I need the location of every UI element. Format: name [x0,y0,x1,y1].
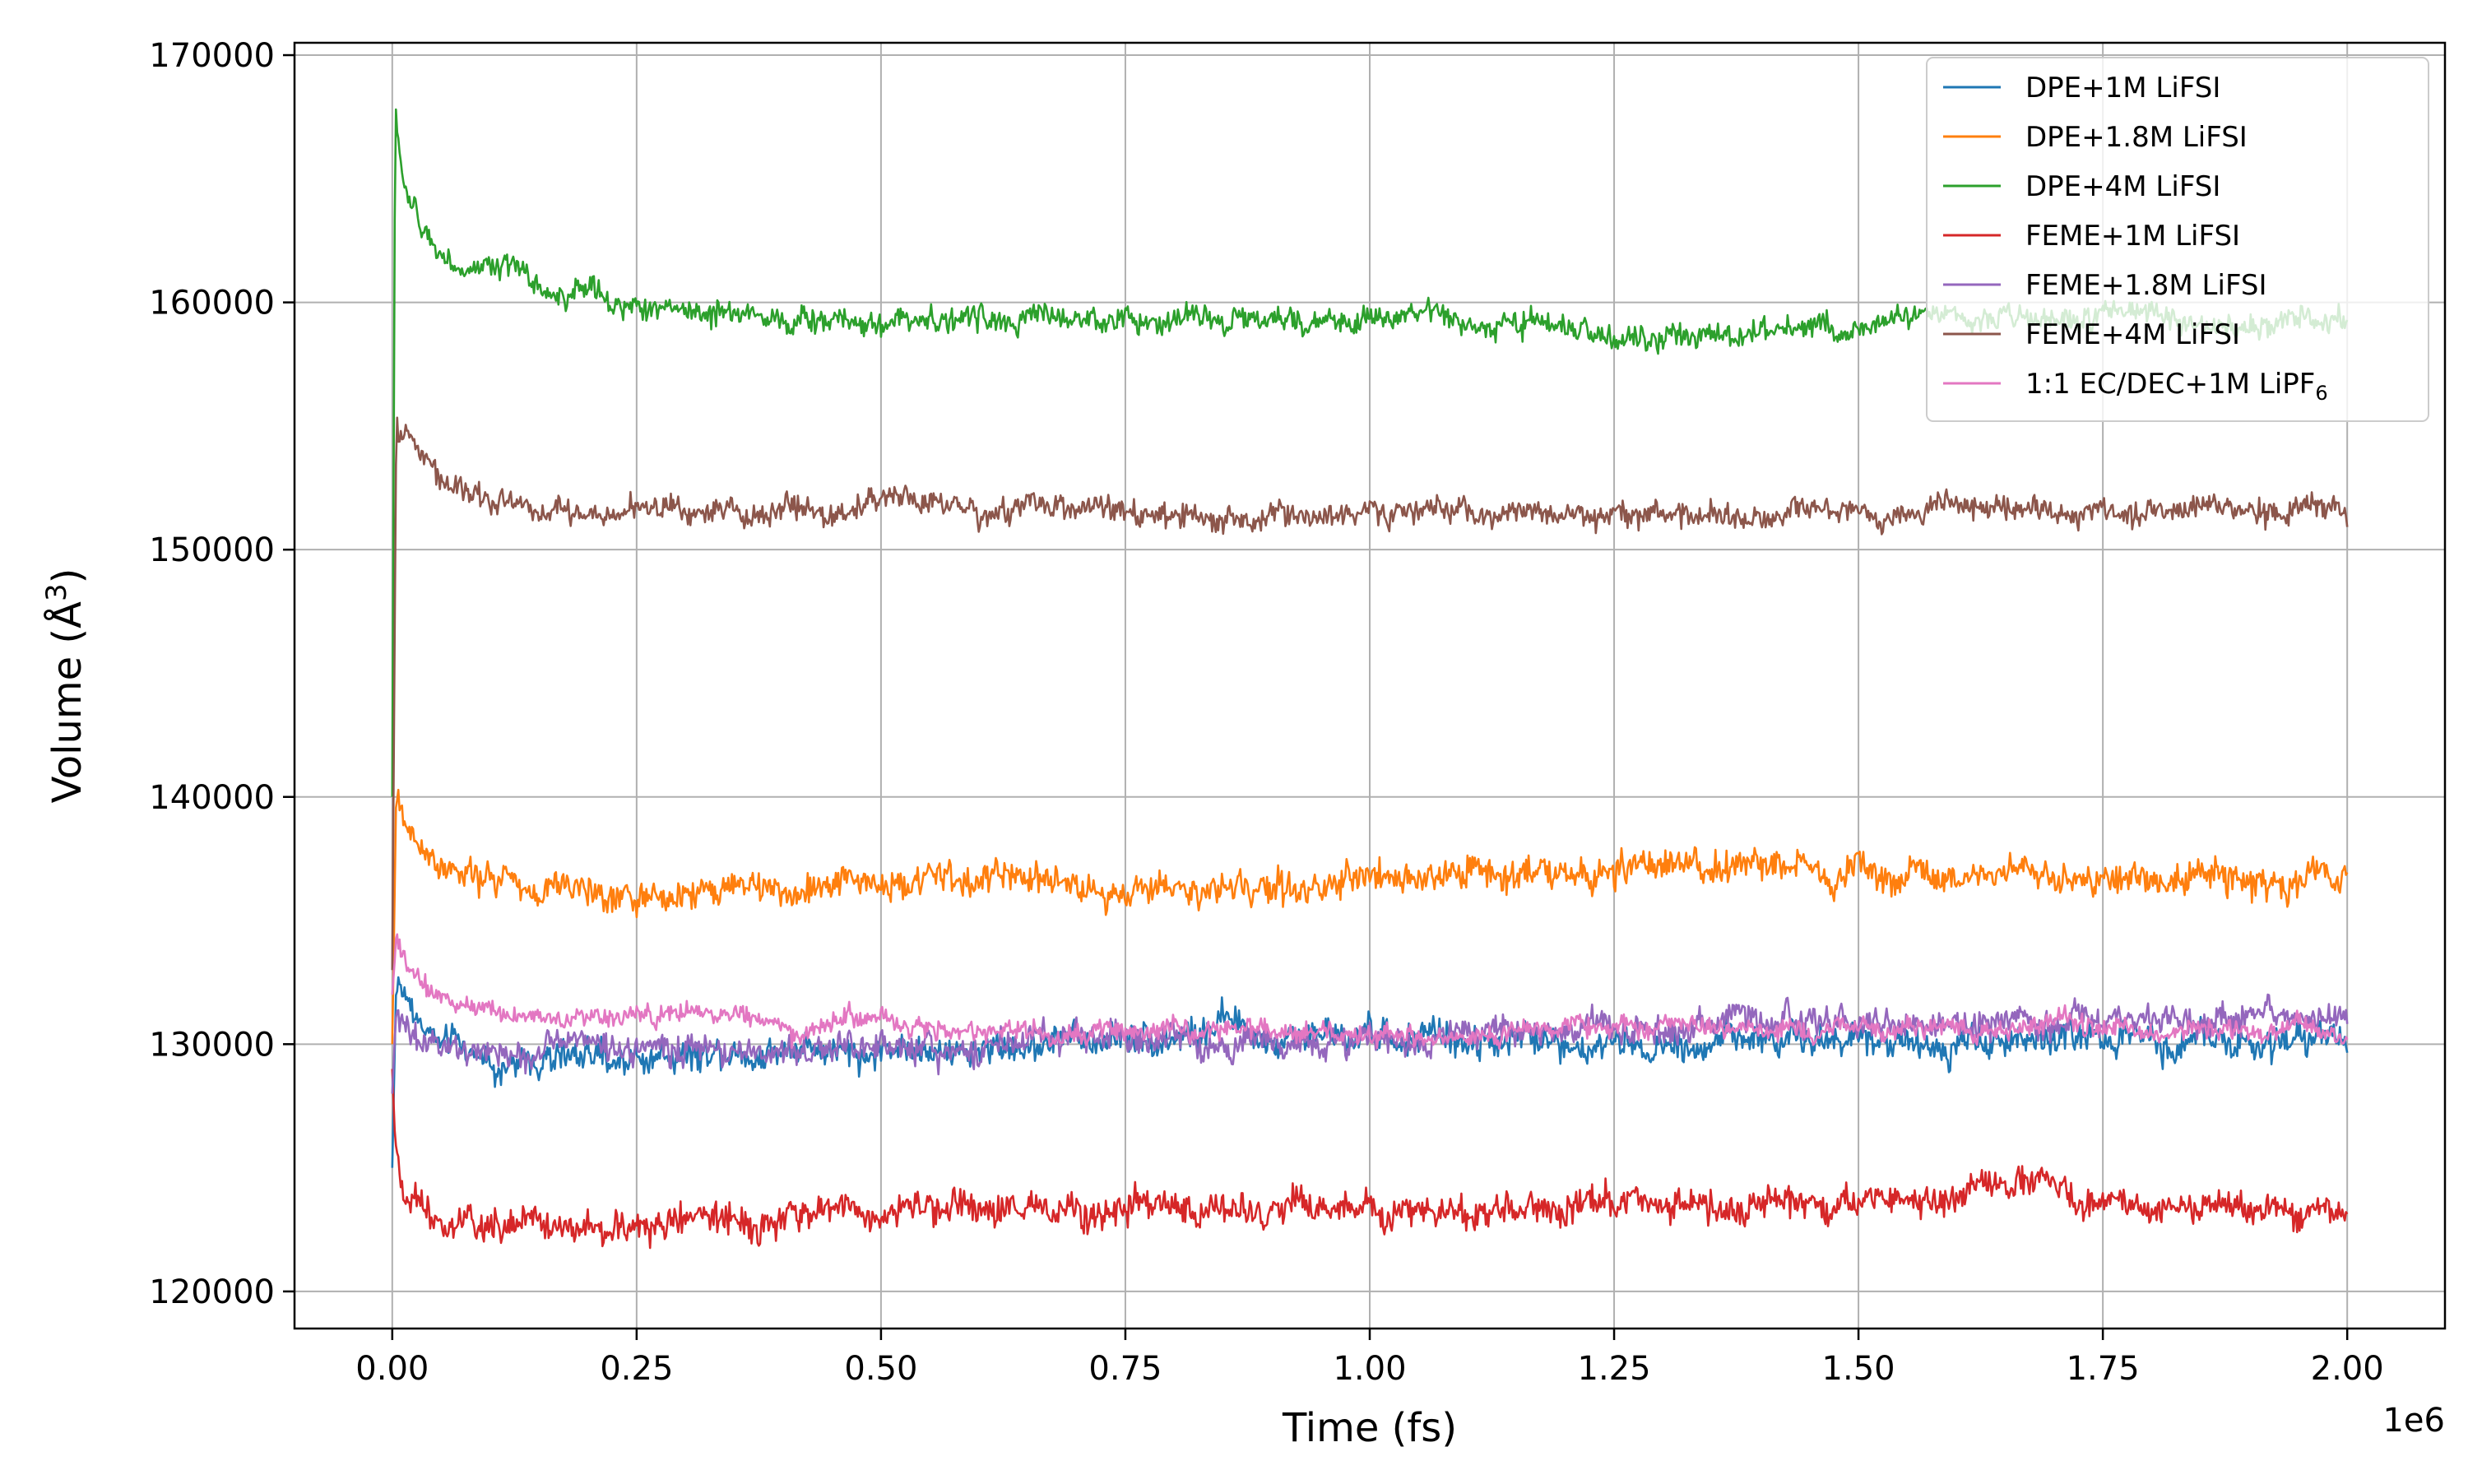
legend-label: DPE+4M LiFSI [2025,170,2220,203]
x-tick-label: 0.50 [844,1350,917,1388]
y-tick-label: 170000 [149,37,275,75]
axis-ticks: 0.00 0.25 0.50 0.75 1.00 1.25 1.50 1.75 2.00 1200… [149,37,2383,1388]
legend-label: DPE+1.8M LiFSI [2025,121,2248,154]
series-line-4 [391,1069,2349,1250]
y-tick-label: 160000 [149,285,275,322]
x-axis-label: Time (fs) [1282,1405,1457,1451]
x-axis-offset-label: 1e6 [2382,1402,2445,1440]
legend-label: FEME+4M LiFSI [2025,318,2240,351]
y-tick-label: 130000 [149,1026,275,1064]
legend-label: 1:1 EC/DEC+1M LiPF6 [2025,368,2328,405]
x-tick-label: 2.00 [2311,1350,2384,1388]
x-tick-label: 1.75 [2067,1350,2140,1388]
series-line-5 [391,993,2349,1094]
y-axis-label-end: ) [44,568,90,584]
y-tick-label: 140000 [149,779,275,817]
y-tick-label: 150000 [149,531,275,569]
x-tick-label: 1.25 [1578,1350,1651,1388]
series-lines [391,108,2349,1250]
x-tick-label: 0.75 [1088,1350,1162,1388]
y-axis-label: Volume (Å3) [40,568,90,804]
legend-label: FEME+1.8M LiFSI [2025,269,2267,302]
y-axis-label-main: Volume (Å [44,601,90,804]
series-line-2 [391,788,2349,1045]
y-tick-label: 120000 [149,1273,275,1311]
y-axis-label-superscript: 3 [40,583,73,601]
legend: DPE+1M LiFSI DPE+1.8M LiFSI DPE+4M LiFSI FE… [1926,57,2429,422]
x-tick-label: 1.00 [1333,1350,1406,1388]
series-line-7 [391,933,2349,1050]
legend-box [1926,57,2429,422]
x-tick-label: 1.50 [1822,1350,1895,1388]
series-line-6 [391,416,2349,971]
x-tick-label: 0.25 [600,1350,673,1388]
legend-label: FEME+1M LiFSI [2025,220,2240,253]
legend-label: DPE+1M LiFSI [2025,72,2220,104]
x-tick-label: 0.00 [355,1350,429,1388]
